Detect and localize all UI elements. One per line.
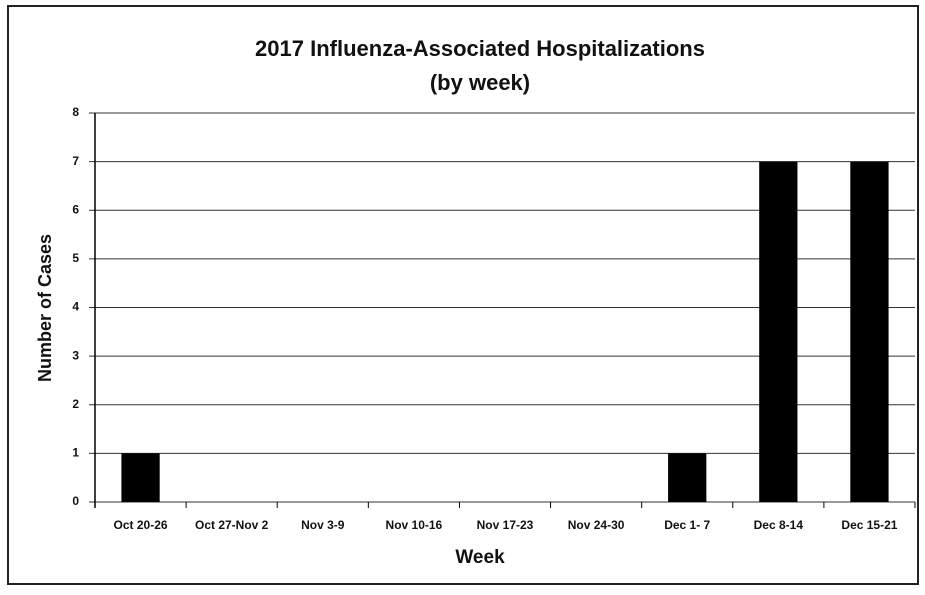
x-tick-label: Nov 17-23 bbox=[477, 518, 534, 532]
x-axis-label: Week bbox=[455, 547, 505, 568]
bar bbox=[759, 161, 798, 502]
y-tick-label: 8 bbox=[72, 105, 79, 119]
bar bbox=[850, 161, 889, 502]
y-tick-label: 6 bbox=[72, 202, 79, 216]
y-tick-label: 3 bbox=[72, 348, 79, 362]
x-tick-label: Dec 15-21 bbox=[841, 518, 897, 532]
x-tick-label: Nov 3-9 bbox=[301, 518, 345, 532]
y-axis-label: Number of Cases bbox=[35, 234, 55, 382]
chart-title: 2017 Influenza-Associated Hospitalizatio… bbox=[255, 36, 705, 61]
y-tick-label: 2 bbox=[72, 397, 79, 411]
x-tick-label: Oct 27-Nov 2 bbox=[195, 518, 269, 532]
x-tick-label: Dec 8-14 bbox=[754, 518, 804, 532]
x-tick-label: Nov 24-30 bbox=[568, 518, 625, 532]
y-tick-label: 0 bbox=[72, 494, 79, 508]
x-tick-label: Nov 10-16 bbox=[386, 518, 443, 532]
bar bbox=[121, 453, 160, 502]
bar bbox=[668, 453, 707, 502]
y-tick-label: 5 bbox=[72, 251, 79, 265]
chart-subtitle: (by week) bbox=[430, 70, 530, 95]
y-tick-label: 1 bbox=[72, 446, 79, 460]
y-tick-label: 7 bbox=[72, 154, 79, 168]
x-tick-label: Oct 20-26 bbox=[114, 518, 168, 532]
y-tick-label: 4 bbox=[72, 300, 79, 314]
x-tick-label: Dec 1- 7 bbox=[664, 518, 710, 532]
